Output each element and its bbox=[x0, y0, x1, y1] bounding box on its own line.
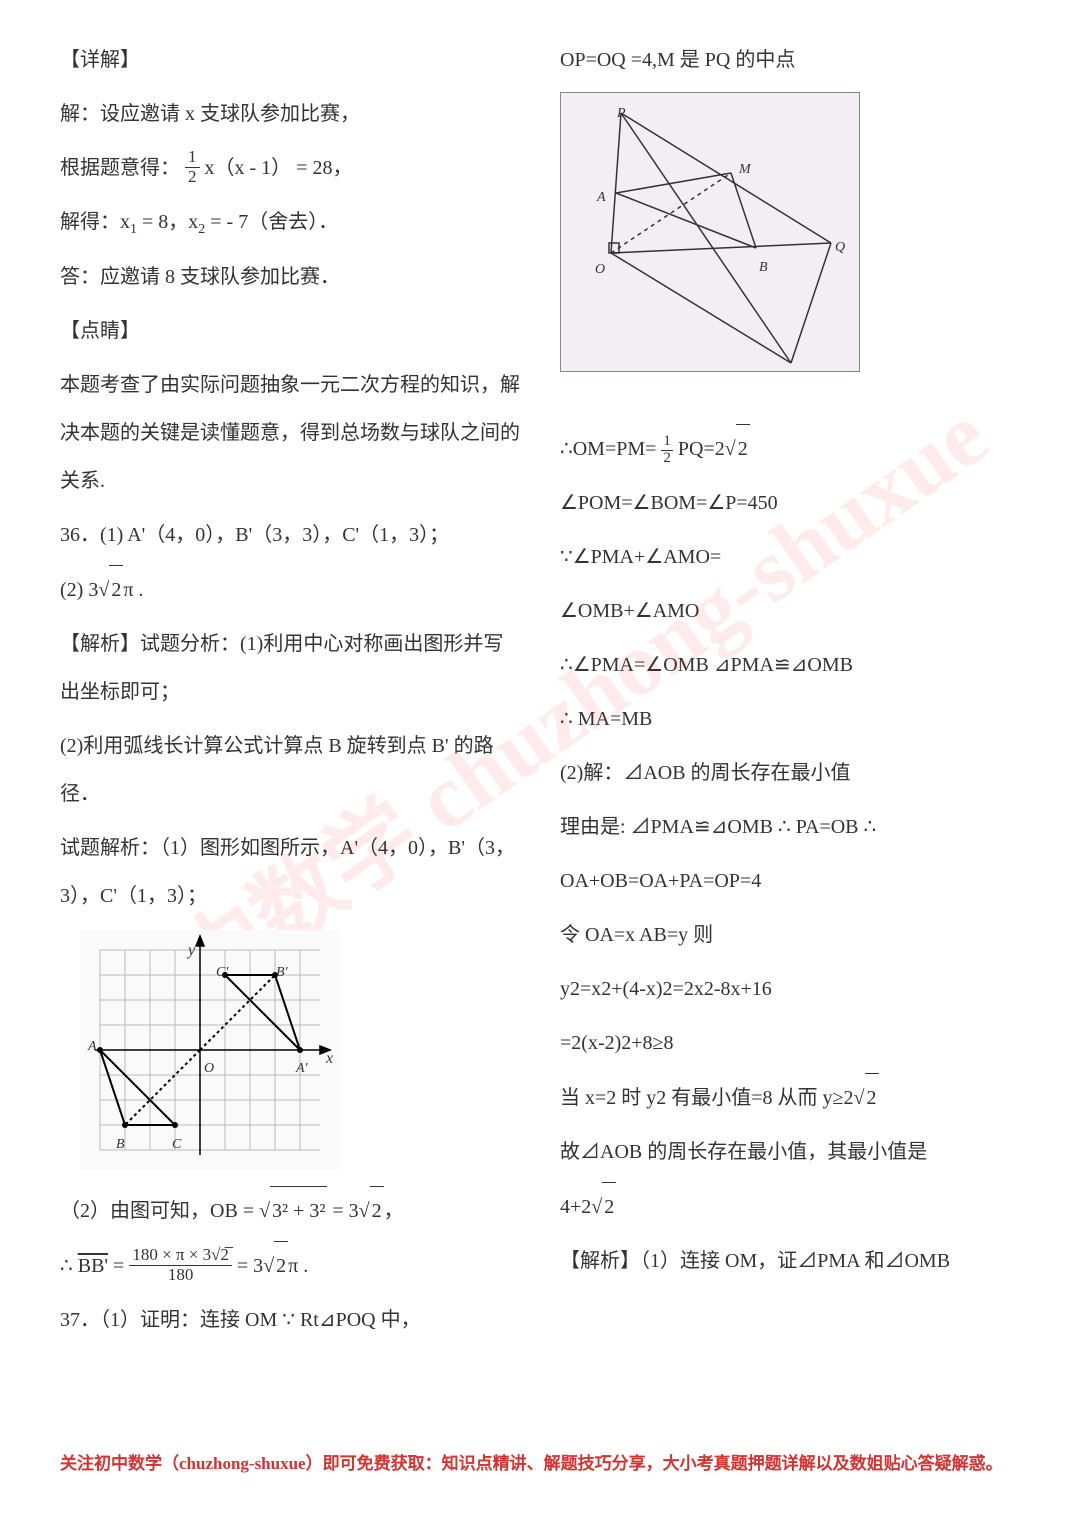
right-p17: 【解析】（1）连接 OM，证⊿PMA 和⊿OMB bbox=[560, 1237, 1020, 1285]
pt-C: C bbox=[172, 1128, 181, 1162]
right-p13: =2(x-2)2+8≥8 bbox=[560, 1019, 1020, 1067]
sqrt: 2 bbox=[591, 1182, 616, 1231]
right-column: OP=OQ =4,M 是 PQ 的中点 P M bbox=[560, 30, 1020, 1420]
text: 解得：x bbox=[60, 211, 130, 233]
left-p10: 试题解析：（1）图形如图所示，A'（4，0），B'（3，3），C'（1，3）； bbox=[60, 824, 520, 920]
text: 当 x=2 时 y2 有最小值=8 从而 y≥2 bbox=[560, 1087, 854, 1109]
pt-A: A bbox=[597, 181, 606, 215]
arc-BB: BB' bbox=[78, 1255, 108, 1277]
pt-A: A bbox=[88, 1030, 97, 1064]
sqrt: 2 bbox=[854, 1073, 879, 1122]
heading-dianjing: 【点睛】 bbox=[60, 307, 520, 355]
fraction-half: 1 2 bbox=[185, 148, 200, 186]
text: (2) 3 bbox=[60, 579, 98, 601]
right-p6: ∴∠PMA=∠OMB ⊿PMA≌⊿OMB bbox=[560, 641, 1020, 689]
right-p10: OA+OB=OA+PA=OP=4 bbox=[560, 857, 1020, 905]
denominator: 2 bbox=[661, 451, 673, 467]
right-p3: ∠POM=∠BOM=∠P=450 bbox=[560, 479, 1020, 527]
sqrt: 2 bbox=[98, 565, 123, 614]
radicand: 2 bbox=[736, 424, 750, 473]
left-p1: 解：设应邀请 x 支球队参加比赛， bbox=[60, 90, 520, 138]
radicand: 2 bbox=[109, 565, 123, 614]
radicand: 2 bbox=[274, 1241, 288, 1290]
text: （2）由图可知，OB = bbox=[60, 1200, 259, 1222]
denominator: 180 bbox=[129, 1266, 232, 1285]
text: π . bbox=[123, 579, 143, 601]
pt-Ap: A' bbox=[296, 1052, 308, 1086]
subscript: 1 bbox=[130, 222, 137, 237]
right-p14: 当 x=2 时 y2 有最小值=8 从而 y≥2 2 bbox=[560, 1073, 1020, 1122]
right-p11: 令 OA=x AB=y 则 bbox=[560, 911, 1020, 959]
right-p8: (2)解：⊿AOB 的周长存在最小值 bbox=[560, 749, 1020, 797]
fraction-half: 1 2 bbox=[661, 434, 673, 467]
pt-B: B bbox=[116, 1128, 125, 1162]
y-axis-label: y bbox=[188, 932, 195, 970]
left-p3: 解得：x1 = 8，x2 = - 7（舍去）． bbox=[60, 198, 520, 247]
text: π . bbox=[288, 1255, 308, 1277]
text: = 3 bbox=[327, 1200, 358, 1222]
right-p12: y2=x2+(4-x)2=2x2-8x+16 bbox=[560, 965, 1020, 1013]
text: ∴ bbox=[60, 1255, 78, 1277]
pt-P: P bbox=[617, 97, 626, 131]
left-p4: 答：应邀请 8 支球队参加比赛． bbox=[60, 253, 520, 301]
text: x（x - 1） = 28， bbox=[205, 157, 353, 179]
heading-detail: 【详解】 bbox=[60, 36, 520, 84]
radicand: 2 bbox=[370, 1186, 384, 1235]
coordinate-grid-figure: y x O A B C A' B' C' bbox=[80, 930, 340, 1170]
right-p15: 故⊿AOB 的周长存在最小值，其最小值是 bbox=[560, 1128, 1020, 1176]
left-p2: 根据题意得： 1 2 x（x - 1） = 28， bbox=[60, 144, 520, 192]
pt-O: O bbox=[595, 253, 605, 287]
pt-Q: Q bbox=[835, 231, 845, 265]
left-p12: ∴ BB' = 180 × π × 3√2̅ 180 = 3 2π . bbox=[60, 1241, 520, 1290]
left-p5: 本题考查了由实际问题抽象一元二次方程的知识，解决本题的关键是读懂题意，得到总场数… bbox=[60, 361, 520, 505]
numerator: 180 × π × 3√2̅ bbox=[129, 1246, 232, 1266]
footer-note: 关注初中数学（chuzhong-shuxue）即可免费获取：知识点精讲、解题技巧… bbox=[0, 1440, 1080, 1507]
sqrt: 3² + 3² bbox=[259, 1186, 327, 1235]
pt-Cp: C' bbox=[216, 956, 228, 990]
text: = - 7（舍去）． bbox=[205, 211, 338, 233]
left-p13: 37．（1）证明：连接 OM ∵ Rt⊿POQ 中， bbox=[60, 1296, 520, 1344]
pt-Bp: B' bbox=[276, 956, 288, 990]
right-p7: ∴ MA=MB bbox=[560, 695, 1020, 743]
radicand: 3² + 3² bbox=[270, 1186, 327, 1235]
right-p9: 理由是: ⊿PMA≌⊿OMB ∴ PA=OB ∴ bbox=[560, 803, 1020, 851]
sqrt: 2 bbox=[263, 1241, 288, 1290]
sqrt: 2 bbox=[725, 424, 750, 473]
right-p1: OP=OQ =4,M 是 PQ 的中点 bbox=[560, 36, 1020, 84]
left-column: 【详解】 解：设应邀请 x 支球队参加比赛， 根据题意得： 1 2 x（x - … bbox=[60, 30, 520, 1420]
left-p6: 36．(1) A'（4，0），B'（3，3），C'（1，3）； bbox=[60, 511, 520, 559]
geometry-figure: P M A O B Q bbox=[560, 92, 860, 372]
left-p11: （2）由图可知，OB = 3² + 3² = 3 2， bbox=[60, 1186, 520, 1235]
text: = bbox=[108, 1255, 129, 1277]
pt-M: M bbox=[739, 153, 751, 187]
right-p16: 4+2 2 bbox=[560, 1182, 1020, 1231]
text: = 3 bbox=[237, 1255, 263, 1277]
right-p5: ∠OMB+∠AMO bbox=[560, 587, 1020, 635]
text: ∴OM=PM= bbox=[560, 438, 661, 460]
geom-svg bbox=[561, 93, 861, 373]
x-axis-label: x bbox=[326, 1040, 333, 1078]
left-p9: (2)利用弧线长计算公式计算点 B 旋转到点 B' 的路径． bbox=[60, 722, 520, 818]
denominator: 2 bbox=[185, 168, 200, 187]
radicand: 2 bbox=[602, 1182, 616, 1231]
numerator: 1 bbox=[661, 434, 673, 451]
right-p2: ∴OM=PM= 1 2 PQ=2 2 bbox=[560, 424, 1020, 473]
fraction-arc: 180 × π × 3√2̅ 180 bbox=[129, 1246, 232, 1284]
right-p4: ∵∠PMA+∠AMO= bbox=[560, 533, 1020, 581]
text: PQ=2 bbox=[678, 438, 725, 460]
left-p7: (2) 3 2π . bbox=[60, 565, 520, 614]
left-p8: 【解析】试题分析：(1)利用中心对称画出图形并写出坐标即可； bbox=[60, 620, 520, 716]
text: ， bbox=[384, 1200, 404, 1222]
text: = 8，x bbox=[137, 211, 198, 233]
radicand: 2 bbox=[865, 1073, 879, 1122]
text: 根据题意得： bbox=[60, 157, 180, 179]
pt-B: B bbox=[759, 251, 768, 285]
origin-label: O bbox=[204, 1052, 214, 1086]
numerator: 1 bbox=[185, 148, 200, 168]
sqrt: 2 bbox=[359, 1186, 384, 1235]
text: 4+2 bbox=[560, 1196, 591, 1218]
